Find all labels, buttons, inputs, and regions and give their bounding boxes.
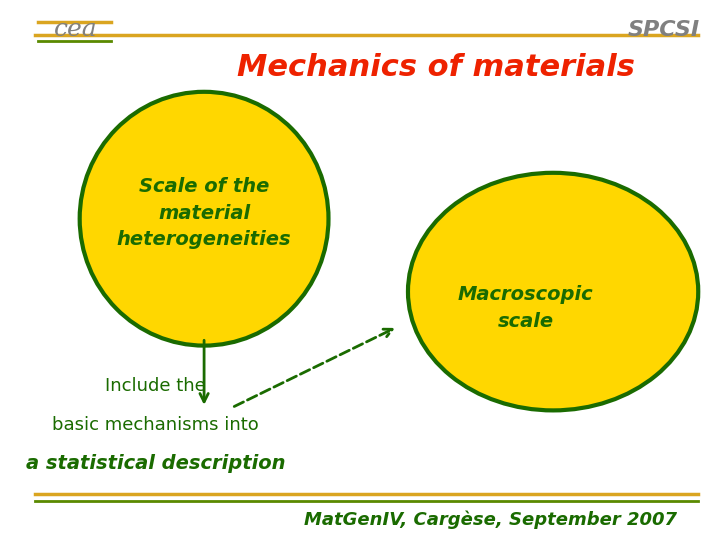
Ellipse shape [408, 173, 698, 410]
Text: cea: cea [55, 18, 98, 41]
Text: basic mechanisms into: basic mechanisms into [53, 416, 259, 434]
Text: MatGenIV, Cargèse, September 2007: MatGenIV, Cargèse, September 2007 [305, 510, 678, 529]
Text: Scale of the
material
heterogeneities: Scale of the material heterogeneities [117, 177, 292, 249]
Text: Macroscopic
scale: Macroscopic scale [458, 285, 593, 330]
Text: SPCSI: SPCSI [628, 19, 700, 40]
Text: a statistical description: a statistical description [26, 454, 285, 474]
Text: Include the: Include the [105, 377, 206, 395]
Text: Mechanics of materials: Mechanics of materials [237, 53, 634, 82]
Ellipse shape [80, 92, 328, 346]
